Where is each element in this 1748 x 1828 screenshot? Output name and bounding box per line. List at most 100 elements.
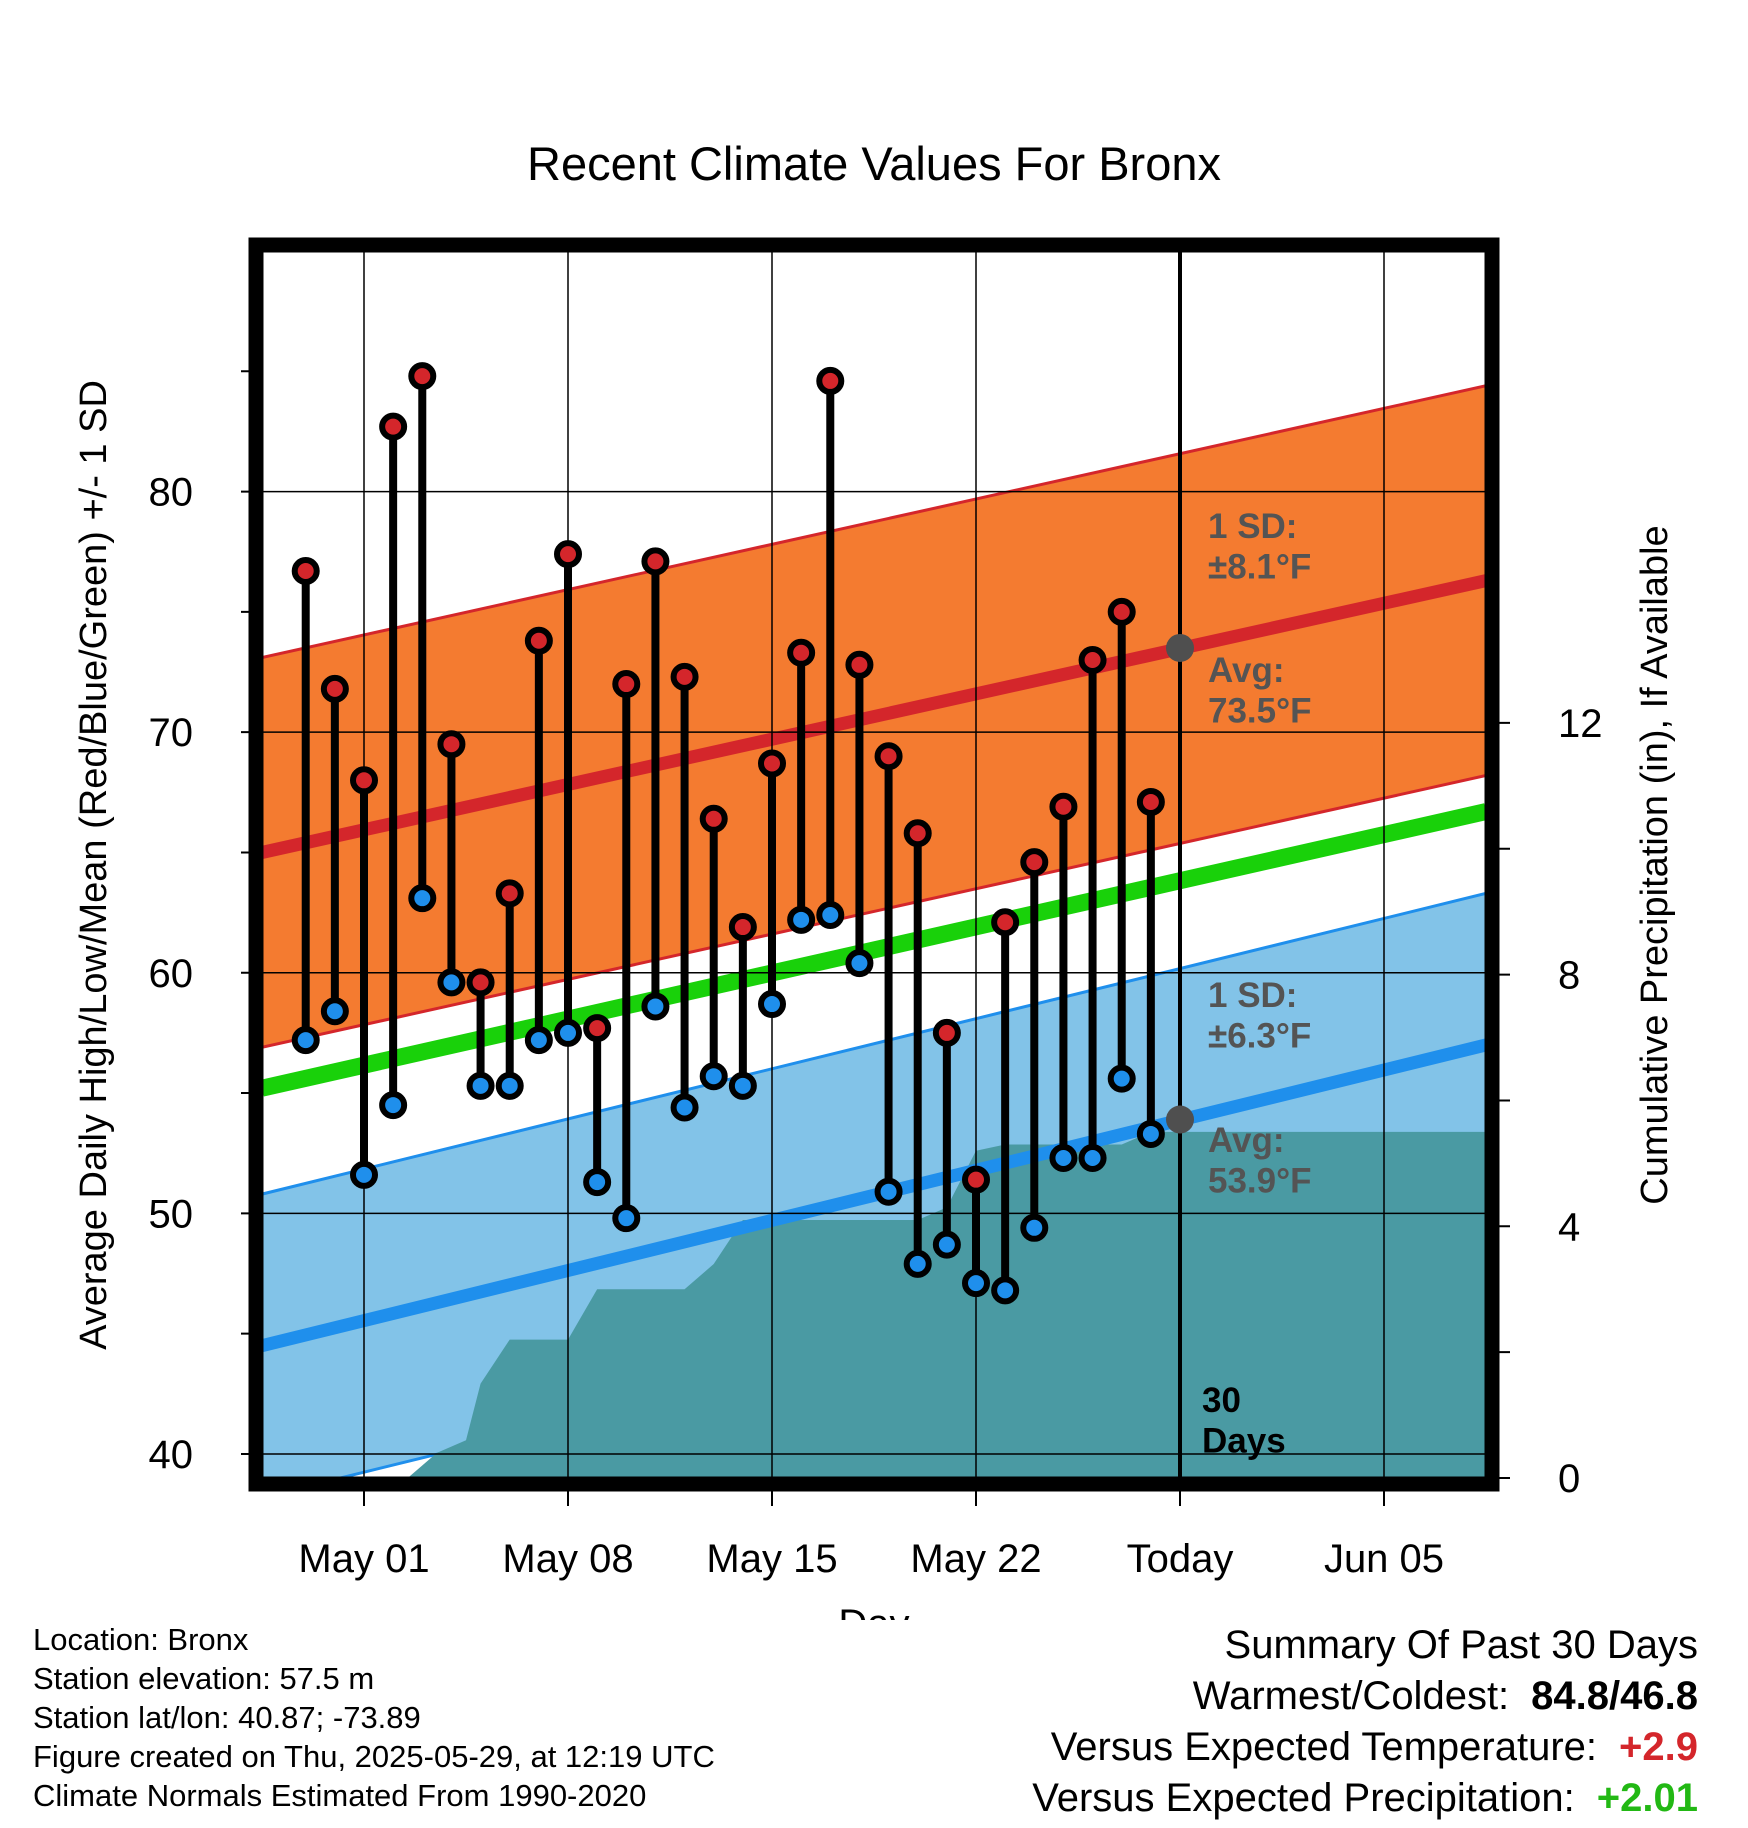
daily-low-point — [466, 1071, 495, 1100]
daily-high-point — [320, 674, 349, 703]
high-avg-annotation: Avg: 73.5°F — [1208, 651, 1312, 730]
precip-row: Versus Expected Precipitation: +2.01 — [1032, 1773, 1698, 1824]
daily-low-point — [1049, 1144, 1078, 1173]
location-text: Location: Bronx — [33, 1622, 249, 1657]
daily-low-point — [437, 968, 466, 997]
daily-high-point — [699, 804, 728, 833]
daily-high-point — [554, 540, 582, 569]
daily-high-point — [932, 1018, 961, 1047]
high-sd-band-upper-edge — [262, 384, 1486, 660]
y-tick-label: 70 — [149, 711, 194, 755]
daily-high-point — [641, 547, 670, 576]
daily-high-point — [816, 366, 845, 395]
today-low-avg-dot — [1166, 1105, 1194, 1134]
daily-high-point — [1020, 848, 1049, 877]
daily-low-point — [787, 905, 816, 934]
created-text: Figure created on Thu, 2025-05-29, at 12… — [33, 1739, 715, 1774]
today-high-avg-dot — [1166, 633, 1194, 662]
daily-high-point — [291, 556, 320, 585]
daily-high-point — [787, 638, 816, 667]
daily-low-point — [495, 1071, 524, 1100]
warm-cold-label: Warmest/Coldest: — [1192, 1674, 1510, 1718]
daily-high-point — [845, 650, 874, 679]
daily-low-point — [612, 1204, 641, 1233]
warm-cold-row: Warmest/Coldest: 84.8/46.8 — [1032, 1671, 1698, 1722]
daily-low-point — [1107, 1064, 1136, 1093]
daily-low-point — [903, 1249, 932, 1278]
elevation-text: Station elevation: 57.5 m — [33, 1661, 375, 1696]
daily-high-point — [1136, 787, 1165, 816]
high-sd-band-lower-edge — [262, 774, 1486, 1049]
daily-low-point — [962, 1269, 990, 1298]
high-sd-annotation: 1 SD: ±8.1°F — [1208, 507, 1311, 586]
daily-low-point — [320, 997, 349, 1026]
daily-low-point — [641, 992, 670, 1021]
chart-title: Recent Climate Values For Bronx — [527, 137, 1221, 190]
x-tick-label: Jun 05 — [1324, 1537, 1444, 1581]
precip-value: +2.01 — [1596, 1776, 1698, 1820]
summary-panel: Summary Of Past 30 Days Warmest/Coldest:… — [1032, 1620, 1698, 1824]
climate-chart: Recent Climate Values For Bronx 1 SD: ±8.… — [73, 137, 1676, 1620]
daily-high-point — [612, 670, 641, 699]
daily-high-point — [524, 626, 553, 655]
low-sd-annotation: 1 SD: ±6.3°F — [1208, 976, 1311, 1055]
precip-label: Versus Expected Precipitation: — [1032, 1776, 1575, 1820]
daily-low-point — [291, 1026, 320, 1055]
plot-clip-group — [262, 251, 1486, 1478]
y2-axis-label: Cumulative Precipitation (in), If Availa… — [1634, 525, 1676, 1204]
daily-high-point — [1078, 646, 1107, 674]
daily-low-point — [670, 1093, 699, 1122]
low-sd-band-upper-edge — [262, 891, 1486, 1196]
daily-low-point — [583, 1168, 612, 1197]
daily-high-point — [408, 362, 437, 391]
today-days-annotation: 30 Days — [1202, 1381, 1286, 1460]
daily-low-point — [699, 1062, 728, 1091]
temp-value: +2.9 — [1619, 1725, 1698, 1769]
daily-high-point — [379, 412, 408, 441]
y2-tick-label: 8 — [1558, 954, 1580, 998]
normals-text: Climate Normals Estimated From 1990-2020 — [33, 1778, 647, 1813]
y-tick-label: 80 — [149, 471, 194, 515]
daily-high-point — [350, 766, 378, 795]
y-axis-label: Average Daily High/Low/Mean (Red/Blue/Gr… — [73, 380, 115, 1350]
daily-high-point — [466, 968, 495, 997]
daily-low-point — [554, 1018, 582, 1047]
daily-low-point — [874, 1177, 903, 1206]
x-tick-label: May 22 — [910, 1537, 1041, 1581]
daily-low-point — [758, 990, 786, 1019]
y2-tick-label: 4 — [1558, 1205, 1580, 1249]
daily-high-point — [495, 879, 524, 908]
y-tick-label: 60 — [149, 952, 194, 996]
temp-label: Versus Expected Temperature: — [1050, 1725, 1598, 1769]
daily-low-point — [1020, 1213, 1049, 1242]
daily-high-point — [1049, 792, 1078, 821]
x-tick-label: May 01 — [298, 1537, 429, 1581]
x-tick-label: May 08 — [502, 1537, 633, 1581]
daily-high-point — [583, 1014, 612, 1043]
daily-low-point — [408, 884, 437, 913]
daily-low-point — [932, 1230, 961, 1259]
daily-low-point — [991, 1276, 1020, 1305]
plot-frame — [248, 237, 1500, 1492]
normal-low-line — [262, 1038, 1486, 1352]
warm-cold-value: 84.8/46.8 — [1531, 1674, 1698, 1718]
y-tick-label: 50 — [149, 1192, 194, 1236]
summary-title: Summary Of Past 30 Days — [1224, 1623, 1698, 1667]
x-axis-label: Day — [838, 1602, 909, 1620]
x-tick-label: Today — [1127, 1537, 1234, 1581]
daily-low-point — [1078, 1144, 1107, 1173]
temp-row: Versus Expected Temperature: +2.9 — [1032, 1722, 1698, 1773]
daily-low-point — [816, 901, 845, 930]
station-info: Location: Bronx Station elevation: 57.5 … — [33, 1620, 715, 1815]
daily-low-point — [350, 1160, 378, 1189]
normal-mean-line — [262, 803, 1486, 1097]
daily-low-point — [728, 1071, 757, 1100]
daily-high-point — [437, 730, 466, 759]
latlon-text: Station lat/lon: 40.87; -73.89 — [33, 1700, 421, 1735]
daily-high-point — [758, 749, 786, 778]
daily-high-point — [1107, 597, 1136, 626]
plot-area: 1 SD: ±8.1°F Avg: 73.5°F 1 SD: ±6.3°F Avg: 53.9… — [149, 237, 1603, 1581]
daily-low-point — [845, 949, 874, 978]
daily-low-point — [1136, 1119, 1165, 1148]
daily-high-point — [728, 913, 757, 942]
